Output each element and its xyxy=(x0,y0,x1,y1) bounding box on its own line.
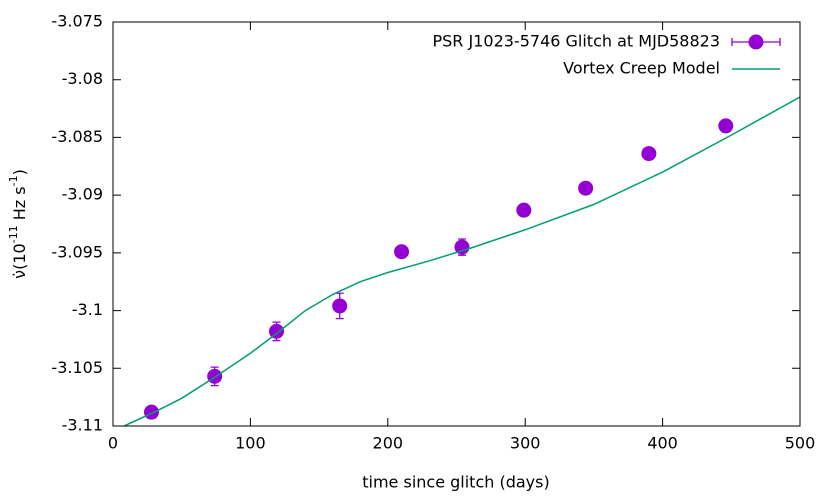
x-tick-label: 0 xyxy=(108,434,118,453)
data-point xyxy=(718,118,734,134)
data-point xyxy=(578,180,594,196)
y-axis-label: ν̇(10-11 Hz s-1) xyxy=(7,169,29,279)
data-point xyxy=(516,202,532,218)
y-label-exp: -1 xyxy=(7,175,20,186)
y-label-exp: -11 xyxy=(7,225,20,243)
y-tick-label: -3.11 xyxy=(62,416,103,435)
y-tick-label: -3.105 xyxy=(51,358,103,377)
data-point xyxy=(269,323,285,339)
y-tick-label: -3.095 xyxy=(51,242,103,261)
legend-label: Vortex Creep Model xyxy=(563,59,720,78)
y-label-pre: (10 xyxy=(10,243,29,270)
plot-frame xyxy=(112,21,801,427)
model-line xyxy=(123,96,800,426)
y-tick-label: -3.09 xyxy=(62,185,103,204)
data-point xyxy=(641,146,657,162)
legend-marker xyxy=(748,34,764,50)
y-tick-label: -3.1 xyxy=(72,300,103,319)
x-tick-label: 400 xyxy=(647,434,678,453)
x-tick-label: 200 xyxy=(373,434,404,453)
y-tick-label: -3.085 xyxy=(51,127,103,146)
data-point xyxy=(143,404,159,420)
x-tick-label: 100 xyxy=(235,434,266,453)
y-label-post: ) xyxy=(10,169,29,175)
y-tick-label: -3.08 xyxy=(62,69,103,88)
data-point xyxy=(394,244,410,260)
x-tick-label: 500 xyxy=(785,434,816,453)
x-axis-label: time since glitch (days) xyxy=(362,473,549,492)
legend-label: PSR J1023-5746 Glitch at MJD58823 xyxy=(432,32,720,51)
data-point xyxy=(332,298,348,314)
x-tick-label: 300 xyxy=(510,434,541,453)
y-tick-label: -3.075 xyxy=(51,12,103,31)
y-label-mid: Hz s xyxy=(10,186,29,225)
y-label-symbol: ν̇ xyxy=(10,270,29,279)
data-point xyxy=(454,239,470,255)
